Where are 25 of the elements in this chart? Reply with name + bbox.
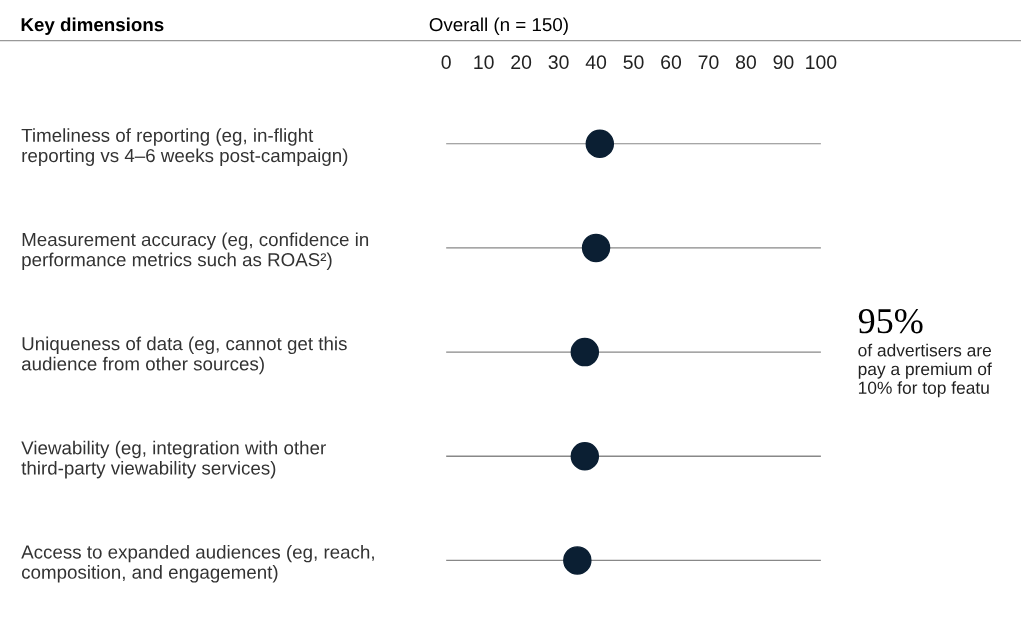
point [585,129,615,158]
text: 95% [858,308,923,334]
x-tick-label: 50 [623,55,644,70]
x-tick-label: 40 [585,55,607,70]
x-tick-label: 10 [474,55,494,70]
y-tick-label: Uniqueness of data (eg, cannot get this audience from other sources) [21,336,347,375]
point [570,337,600,367]
x-tick-label: 70 [698,55,719,70]
point [563,546,592,575]
y-tick-label: Access to expanded audiences (eg, reach, composition, and engagement) [21,544,374,583]
x-tick-label: 20 [511,55,532,70]
x-tick-label: 30 [548,55,569,70]
text: of advertisers are pay a premium of 10% for top featu [858,343,992,398]
chart-title: Overall (n = 150) [429,17,568,35]
x-tick-label: 0 [441,55,451,70]
point [581,233,611,263]
point [570,442,600,471]
y-tick-label: Timeliness of reporting (eg, in-flight reporting vs 4–6 weeks post-campaign) [21,128,348,166]
y-tick-label: Measurement accuracy (eg, confidence in performance metrics such as ROAS²) [22,232,369,271]
y-tick-label: Viewability (eg, integration with other third-party viewability services) [21,440,326,479]
x-tick-label: 60 [661,55,682,70]
x-tick-label: 80 [735,55,756,70]
y-axis-title: Key dimensions [21,17,164,35]
x-tick-label: 90 [773,55,794,70]
x-tick-label: 100 [806,55,837,70]
